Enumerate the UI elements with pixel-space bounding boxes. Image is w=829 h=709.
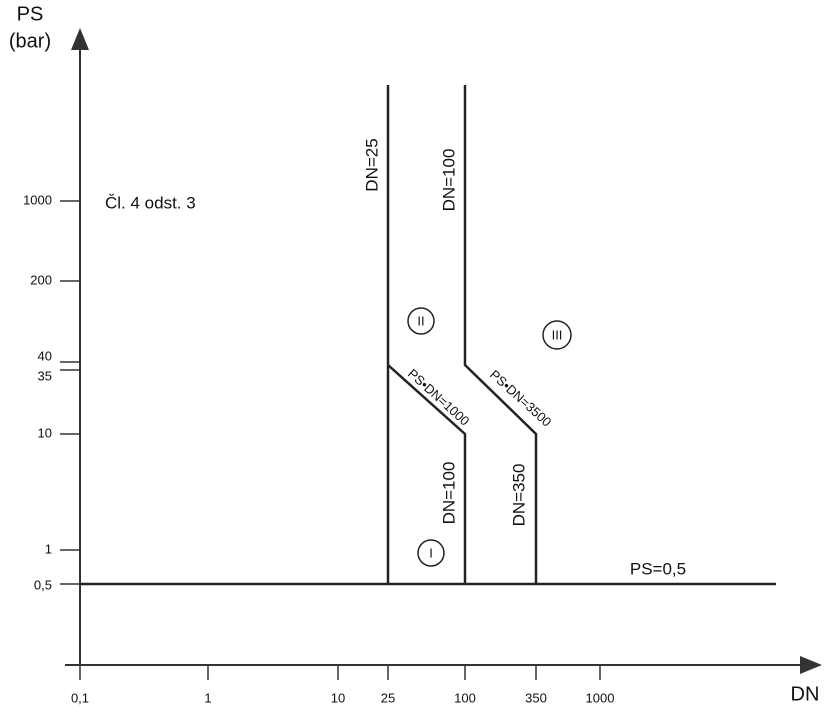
- x-tick-label: 1: [204, 690, 211, 705]
- y-tick-label: 40: [38, 348, 52, 363]
- category-circle: [417, 539, 445, 567]
- x-tick-label: 100: [454, 690, 476, 705]
- category-label: II: [417, 313, 424, 328]
- boundaries: [80, 85, 776, 586]
- axes: PS (bar) DN: [9, 3, 822, 705]
- y-tick-label: 200: [30, 272, 52, 287]
- x-tick-label: 25: [381, 690, 395, 705]
- y-tick-label: 10: [38, 425, 52, 440]
- y-axis-unit: (bar): [9, 30, 51, 52]
- category-circle: [542, 320, 572, 350]
- y-axis-label: PS: [17, 3, 44, 25]
- x-axis-label: DN: [791, 683, 820, 705]
- y-tick-label: 1000: [23, 192, 52, 207]
- y-tick-label: 35: [38, 368, 52, 383]
- category-label: I: [429, 545, 433, 560]
- category-badges: I II III: [407, 307, 572, 567]
- dn-label: DN=350: [509, 464, 528, 527]
- x-tick-label: 0,1: [71, 690, 89, 705]
- ps-min-label: PS=0,5: [630, 559, 686, 578]
- x-tick-label: 350: [525, 690, 547, 705]
- y-tick-label: 1: [45, 541, 52, 556]
- category-label: III: [552, 327, 563, 342]
- y-tick-label: 0,5: [34, 577, 52, 592]
- dn-label: DN=25: [362, 138, 381, 191]
- x-arrow: [800, 656, 822, 674]
- ps-dn-label: PS•DN=1000: [405, 366, 472, 429]
- y-arrow: [71, 28, 89, 50]
- x-tick-label: 10: [331, 690, 345, 705]
- dn-label: DN=100: [439, 462, 458, 525]
- ps1000-dn100-line: [387, 364, 467, 584]
- category-circle: [407, 307, 435, 335]
- article-label: Čl. 4 odst. 3: [105, 193, 196, 212]
- dn100-ps3500-line: [463, 85, 538, 584]
- x-tick-label: 1000: [586, 690, 615, 705]
- dn-label: DN=100: [439, 149, 458, 212]
